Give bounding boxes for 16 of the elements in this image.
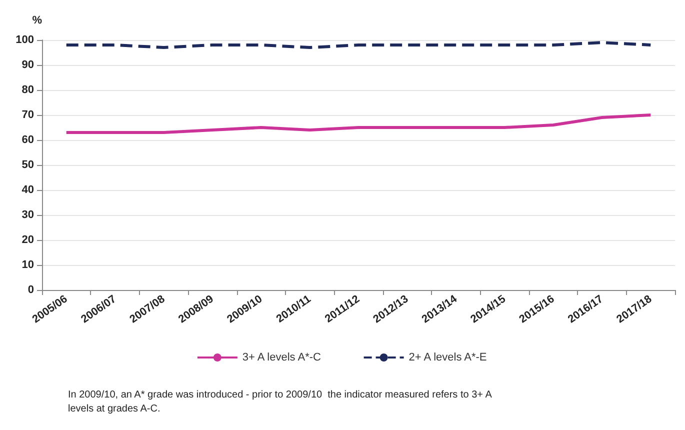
y-tick-label: 70 xyxy=(22,109,34,121)
y-tick-label: 20 xyxy=(22,234,34,246)
y-tick-label: 40 xyxy=(22,184,34,196)
line-series xyxy=(64,114,652,134)
y-tick-label: 0 xyxy=(28,284,34,296)
y-tick-label: 60 xyxy=(22,134,34,146)
text: In 2009/10, an A* grade was introduced - prior to 2009/10 the indicator measured refers to 3+ A levels at grades A-C. xyxy=(68,390,494,414)
y-tick-label: 30 xyxy=(22,209,34,221)
legend-label: 3+ A levels A*-C xyxy=(242,352,322,364)
y-tick-label: 100 xyxy=(16,34,34,46)
y-axis-title: % xyxy=(32,14,42,26)
y-tick-label: 80 xyxy=(22,84,34,96)
y-tick-label: 50 xyxy=(22,159,34,171)
y-tick-label: 90 xyxy=(22,59,34,71)
legend-label: 2+ A levels A*-E xyxy=(408,352,487,364)
y-tick-label: 10 xyxy=(22,259,34,271)
